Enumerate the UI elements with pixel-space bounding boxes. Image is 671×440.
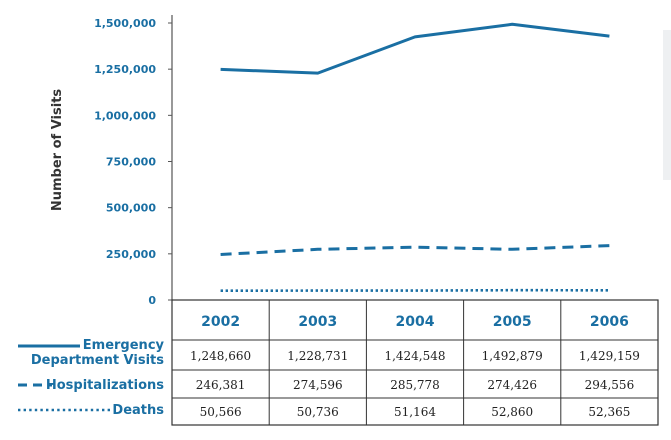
axis-layer: 0 250,000 500,000 750,000 1,000,000 1,250,000…	[50, 15, 173, 307]
series-line-solid	[220, 22, 610, 75]
data-label: 50,736	[297, 405, 339, 419]
data-label: 1,228,731	[287, 349, 348, 363]
x-category-label: 2005	[493, 314, 532, 330]
x-category-label: 2004	[396, 314, 435, 330]
y-tick-label: 1,250,000	[94, 63, 156, 76]
y-tick-label: 0	[148, 294, 156, 307]
y-tick-label: 250,000	[106, 248, 156, 261]
data-label: 1,429,159	[579, 349, 640, 363]
data-label: 285,778	[390, 378, 440, 392]
x-category-label: 2003	[298, 314, 337, 330]
y-tick-label: 500,000	[106, 202, 156, 215]
legend-label: Department Visits	[31, 353, 164, 368]
data-table: 2002 2003 2004 2005 2006 1,248,660 1,228,731 1,…	[18, 299, 659, 426]
data-label: 274,426	[487, 378, 537, 392]
y-tick-label: 1,500,000	[94, 17, 156, 30]
data-label: 246,381	[196, 378, 246, 392]
legend-label: Deaths	[112, 403, 164, 418]
data-label: 1,424,548	[384, 349, 445, 363]
y-axis-title: Number of Visits	[50, 89, 65, 212]
legend-label: Emergency	[83, 338, 165, 353]
data-label: 1,248,660	[190, 349, 251, 363]
legend-label: Hospitalizations	[46, 378, 164, 393]
data-label: 52,365	[588, 405, 630, 419]
data-label: 274,596	[293, 378, 343, 392]
data-label: 1,492,879	[482, 349, 543, 363]
x-category-label: 2002	[201, 314, 240, 330]
series-line-dashed	[220, 244, 610, 256]
x-category-label: 2006	[590, 314, 629, 330]
y-tick-label: 750,000	[106, 156, 156, 169]
y-tick-label: 1,000,000	[94, 109, 156, 122]
data-label: 50,566	[200, 405, 242, 419]
data-label: 294,556	[585, 378, 635, 392]
table-border	[171, 299, 659, 426]
side-panel-edge	[663, 30, 671, 180]
data-label: 52,860	[491, 405, 533, 419]
data-label: 51,164	[394, 405, 436, 419]
series-layer	[220, 22, 610, 293]
